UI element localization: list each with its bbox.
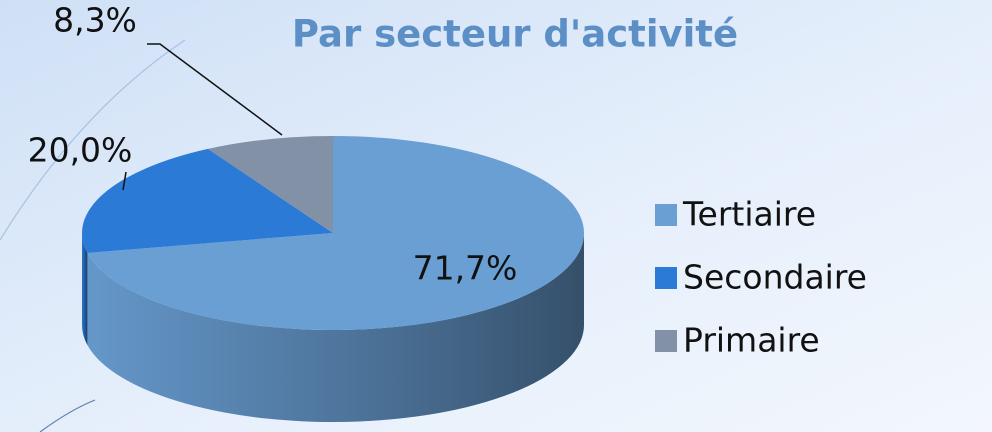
legend-swatch — [655, 204, 677, 226]
slice-side-shade — [82, 233, 88, 345]
slice — [82, 148, 333, 253]
leader-line — [147, 43, 283, 136]
data-label: 20,0% — [28, 131, 133, 170]
chart-title: Par secteur d'activité — [292, 13, 738, 56]
data-label: 8,3% — [53, 1, 137, 40]
decor-arc — [39, 399, 96, 432]
legend-label: Tertiaire — [682, 195, 816, 234]
legend-label: Primaire — [683, 321, 820, 360]
decor-arc — [0, 39, 186, 241]
slice — [207, 136, 333, 233]
slice — [87, 136, 584, 330]
legend-label: Secondaire — [683, 258, 867, 297]
legend-swatch — [655, 267, 677, 289]
leader-line — [122, 171, 127, 191]
data-label: 71,7% — [413, 249, 518, 288]
legend-swatch — [655, 330, 677, 352]
pie — [82, 136, 584, 422]
slice-side-shade — [87, 233, 584, 422]
